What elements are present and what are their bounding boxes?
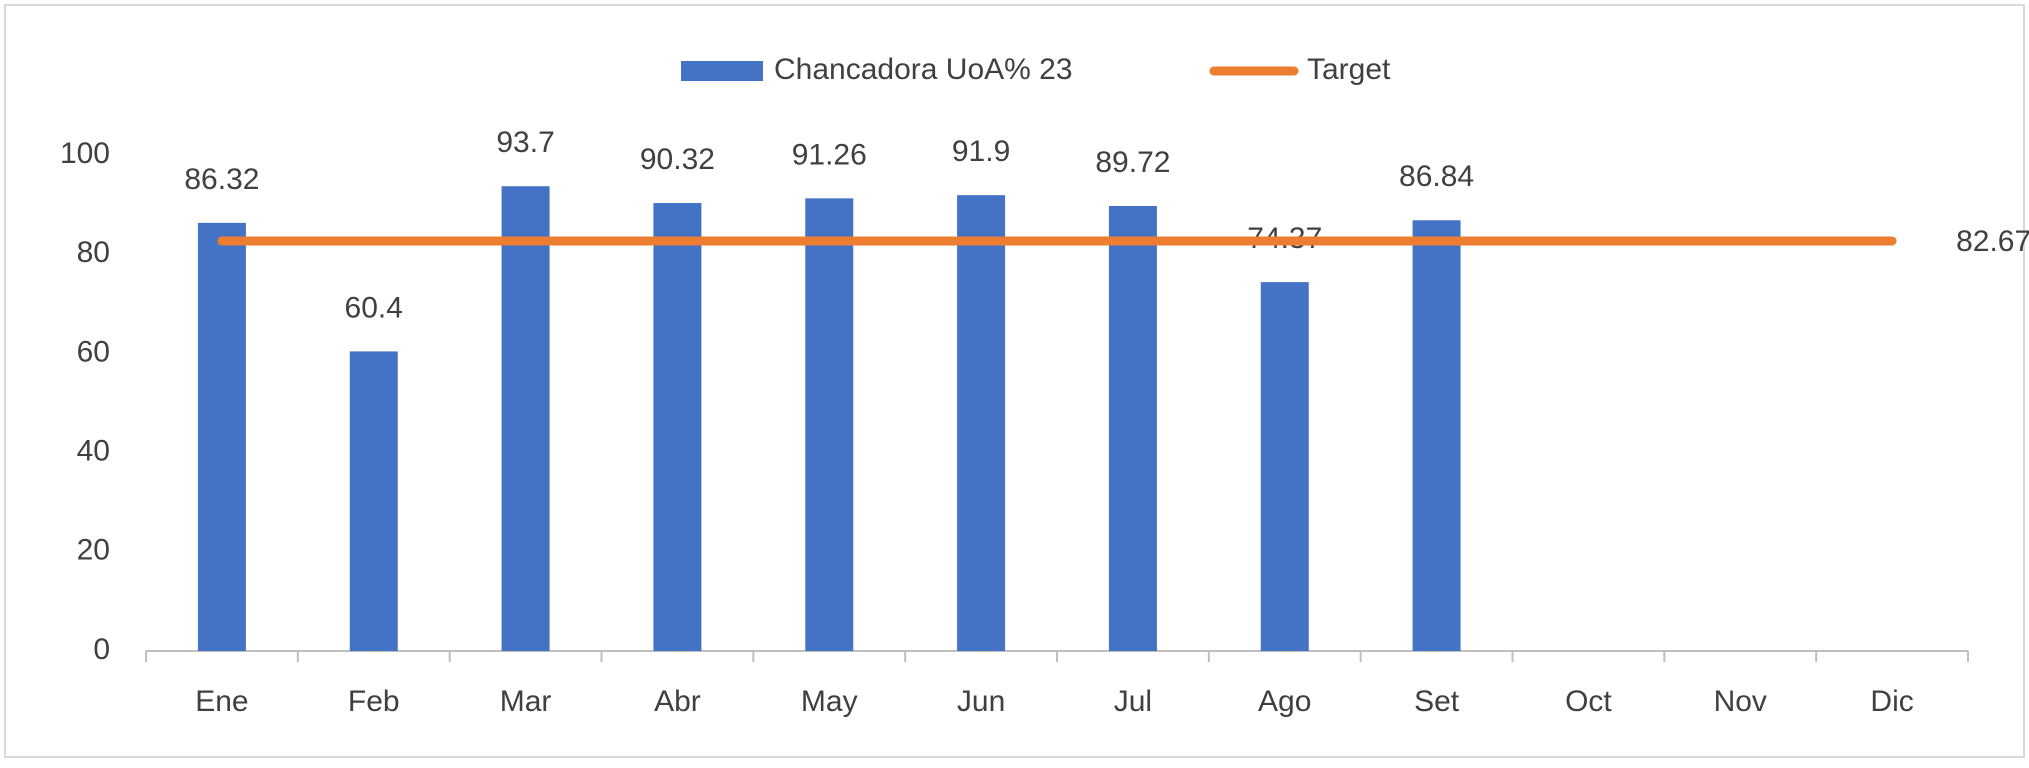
bar	[1260, 282, 1309, 651]
bar	[501, 186, 550, 652]
x-tick-label: Nov	[1714, 685, 1767, 718]
x-tick-label: Mar	[500, 685, 552, 718]
data-label: 82.67	[1956, 225, 2029, 258]
bar	[957, 195, 1006, 651]
data-label: 93.7	[496, 126, 554, 159]
x-tick-label: May	[801, 685, 858, 718]
y-tick-label: 40	[77, 435, 110, 468]
x-tick-label: Jun	[957, 685, 1005, 718]
x-tick-label: Oct	[1565, 685, 1612, 718]
bar	[349, 351, 398, 651]
x-tick-label: Ago	[1258, 685, 1311, 718]
x-tick-label: Abr	[654, 685, 701, 718]
data-label: 60.4	[345, 291, 403, 324]
legend-swatch	[681, 61, 763, 81]
bar	[1412, 220, 1461, 651]
y-tick-label: 60	[77, 335, 110, 368]
x-tick-label: Feb	[348, 685, 400, 718]
data-label: 86.84	[1399, 160, 1474, 193]
bar	[653, 203, 702, 651]
y-tick-label: 80	[77, 236, 110, 269]
y-tick-label: 0	[93, 633, 110, 666]
x-tick-label: Set	[1414, 685, 1460, 718]
chart-border	[4, 4, 2025, 758]
data-label: 89.72	[1095, 146, 1170, 179]
data-label: 90.32	[640, 143, 715, 176]
data-label: 86.32	[184, 163, 259, 196]
y-tick-label: 20	[77, 534, 110, 567]
x-tick-label: Jul	[1114, 685, 1152, 718]
x-tick-label: Ene	[195, 685, 248, 718]
bar	[805, 198, 854, 651]
data-label: 91.26	[792, 138, 867, 171]
bar	[1108, 205, 1157, 651]
y-tick-label: 100	[60, 137, 110, 170]
data-label: 91.9	[952, 135, 1010, 168]
legend-label: Chancadora UoA% 23	[774, 53, 1073, 86]
x-tick-label: Dic	[1870, 685, 1913, 718]
bar	[197, 222, 246, 652]
legend-label: Target	[1307, 53, 1391, 86]
